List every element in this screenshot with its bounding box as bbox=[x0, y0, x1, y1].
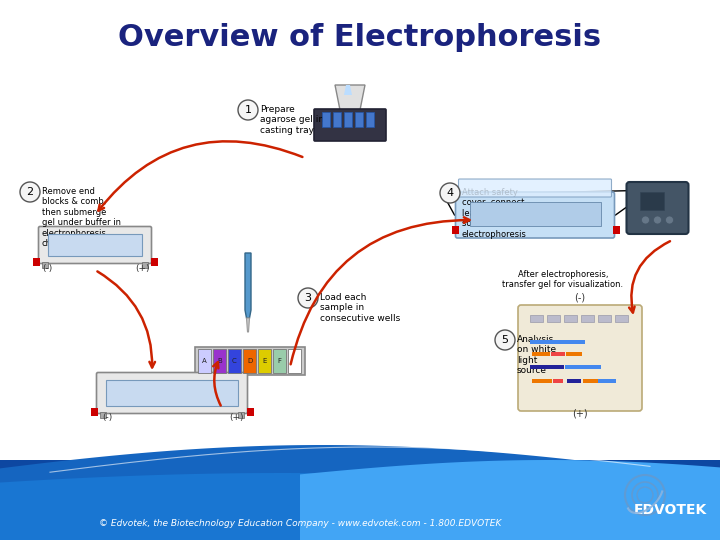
Bar bbox=[213, 349, 226, 373]
Circle shape bbox=[642, 216, 649, 224]
Circle shape bbox=[665, 216, 673, 224]
Bar bbox=[273, 349, 286, 373]
Text: (+): (+) bbox=[136, 264, 150, 273]
Bar bbox=[598, 379, 616, 383]
Bar bbox=[553, 379, 563, 383]
Bar bbox=[100, 412, 106, 418]
Polygon shape bbox=[0, 473, 720, 540]
Bar bbox=[551, 352, 565, 356]
Bar bbox=[48, 234, 142, 256]
Text: 5: 5 bbox=[502, 335, 508, 345]
Bar bbox=[228, 349, 241, 373]
Bar bbox=[565, 340, 585, 344]
Circle shape bbox=[440, 183, 460, 203]
Bar bbox=[195, 347, 305, 375]
Circle shape bbox=[298, 288, 318, 308]
Bar bbox=[613, 226, 619, 234]
FancyBboxPatch shape bbox=[314, 109, 386, 141]
Bar bbox=[106, 380, 238, 406]
Circle shape bbox=[20, 182, 40, 202]
Bar bbox=[198, 349, 211, 373]
Bar bbox=[469, 202, 600, 226]
Bar bbox=[0, 460, 720, 540]
Bar bbox=[581, 365, 601, 369]
Bar bbox=[258, 349, 271, 373]
Circle shape bbox=[495, 330, 515, 350]
Text: A: A bbox=[202, 358, 207, 364]
Text: After electrophoresis,
transfer gel for visualization.: After electrophoresis, transfer gel for … bbox=[503, 270, 624, 289]
FancyBboxPatch shape bbox=[456, 192, 614, 238]
Text: (+): (+) bbox=[572, 408, 588, 418]
Bar bbox=[288, 349, 301, 373]
Bar bbox=[566, 352, 582, 356]
Text: 3: 3 bbox=[305, 293, 312, 303]
Text: (+): (+) bbox=[230, 413, 244, 422]
Text: © Edvotek, the Biotechnology Education Company - www.edvotek.com - 1.800.EDVOTEK: © Edvotek, the Biotechnology Education C… bbox=[99, 518, 501, 528]
Bar bbox=[33, 258, 40, 266]
Bar bbox=[344, 112, 352, 127]
Text: Overview of Electrophoresis: Overview of Electrophoresis bbox=[118, 24, 602, 52]
Bar bbox=[598, 315, 611, 322]
Bar bbox=[91, 408, 98, 416]
Bar bbox=[366, 112, 374, 127]
Text: EDVOTEK: EDVOTEK bbox=[634, 503, 706, 517]
Bar bbox=[583, 379, 599, 383]
Text: 2: 2 bbox=[27, 187, 34, 197]
Text: (-): (-) bbox=[102, 413, 112, 422]
Bar bbox=[451, 226, 459, 234]
Bar bbox=[550, 340, 568, 344]
Bar bbox=[333, 112, 341, 127]
Polygon shape bbox=[246, 318, 250, 332]
Circle shape bbox=[654, 216, 662, 224]
Text: E: E bbox=[262, 358, 266, 364]
Bar bbox=[532, 352, 550, 356]
Text: 4: 4 bbox=[446, 188, 454, 198]
Text: Prepare
agarose gel in
casting tray: Prepare agarose gel in casting tray bbox=[260, 105, 324, 135]
Circle shape bbox=[238, 100, 258, 120]
FancyBboxPatch shape bbox=[38, 226, 151, 264]
Text: Attach safety
cover, connect
leads to power
source and conduct
electrophoresis: Attach safety cover, connect leads to po… bbox=[462, 188, 545, 239]
Text: (-): (-) bbox=[575, 292, 585, 302]
Text: Load each
sample in
consecutive wells: Load each sample in consecutive wells bbox=[320, 293, 400, 323]
Bar bbox=[532, 379, 552, 383]
Bar bbox=[530, 315, 543, 322]
Bar bbox=[322, 112, 330, 127]
Bar bbox=[552, 365, 564, 369]
Text: Analysis
on white
light
source: Analysis on white light source bbox=[517, 335, 556, 375]
Text: B: B bbox=[217, 358, 222, 364]
FancyBboxPatch shape bbox=[96, 373, 248, 414]
Text: 1: 1 bbox=[245, 105, 251, 115]
Polygon shape bbox=[245, 253, 251, 318]
Bar bbox=[615, 315, 628, 322]
Bar bbox=[581, 315, 594, 322]
Bar bbox=[142, 262, 148, 268]
Bar bbox=[530, 365, 554, 369]
FancyBboxPatch shape bbox=[459, 179, 611, 197]
FancyBboxPatch shape bbox=[518, 305, 642, 411]
Bar bbox=[247, 408, 254, 416]
Text: Remove end
blocks & comb,
then submerge
gel under buffer in
electrophoresis
cham: Remove end blocks & comb, then submerge … bbox=[42, 187, 121, 248]
Text: F: F bbox=[277, 358, 282, 364]
Bar bbox=[565, 365, 583, 369]
Bar bbox=[530, 340, 552, 344]
Text: (-): (-) bbox=[42, 264, 52, 273]
FancyBboxPatch shape bbox=[626, 182, 688, 234]
Bar bbox=[151, 258, 158, 266]
Bar bbox=[42, 262, 48, 268]
Text: D: D bbox=[247, 358, 252, 364]
Polygon shape bbox=[300, 460, 720, 540]
Text: C: C bbox=[232, 358, 237, 364]
Bar bbox=[547, 315, 560, 322]
Bar bbox=[243, 349, 256, 373]
Polygon shape bbox=[344, 85, 352, 95]
Bar bbox=[639, 192, 664, 210]
Bar bbox=[238, 412, 244, 418]
Polygon shape bbox=[0, 445, 720, 540]
Bar bbox=[567, 379, 581, 383]
Bar bbox=[355, 112, 363, 127]
Bar bbox=[564, 315, 577, 322]
Polygon shape bbox=[335, 85, 365, 110]
Polygon shape bbox=[0, 0, 720, 460]
